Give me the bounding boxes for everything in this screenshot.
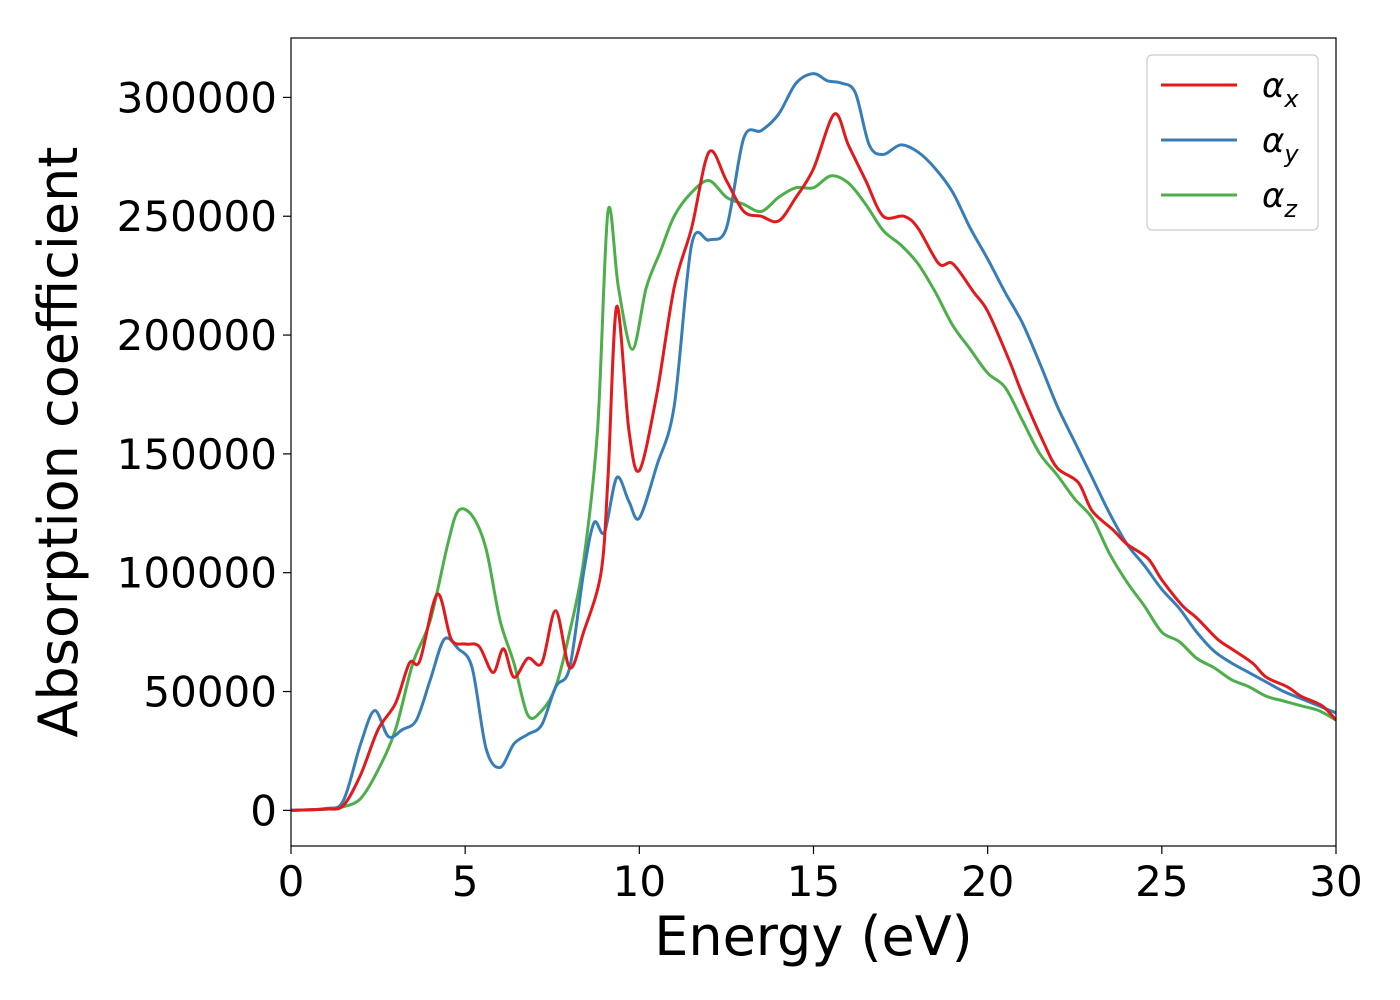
y-tick-label: 0 [250, 786, 277, 835]
legend-label-y: αy [1262, 121, 1299, 168]
x-tick-label: 25 [1135, 857, 1188, 906]
series-line-x [291, 112, 1336, 812]
series-line-y [291, 72, 1336, 812]
x-axis-label: Energy (eV) [654, 905, 973, 968]
x-tick-label: 0 [278, 857, 305, 906]
legend-label-z: αz [1262, 176, 1298, 223]
y-tick-label: 150000 [117, 430, 277, 479]
series-line-z [291, 174, 1336, 812]
legend-label-x: αx [1262, 66, 1299, 113]
y-tick-label: 300000 [117, 73, 277, 122]
x-tick-label: 15 [787, 857, 840, 906]
axis-labels: Energy (eV) Absorption coefficient [27, 147, 973, 968]
y-tick-label: 100000 [117, 549, 277, 598]
x-tick-label: 30 [1309, 857, 1362, 906]
y-tick-label: 200000 [117, 311, 277, 360]
y-tick-label: 250000 [117, 192, 277, 241]
series-lines [291, 72, 1336, 812]
x-tick-label: 20 [961, 857, 1014, 906]
legend-box [1146, 54, 1319, 231]
y-tick-label: 50000 [143, 668, 277, 717]
ticks: 0 5 10 15 20 25 30 0 50000 100000 150000 200000 2500… [117, 73, 1363, 906]
legend: αx αy αz [1146, 54, 1319, 231]
y-axis-label: Absorption coefficient [27, 147, 90, 738]
x-tick-label: 5 [452, 857, 479, 906]
x-tick-label: 10 [613, 857, 666, 906]
